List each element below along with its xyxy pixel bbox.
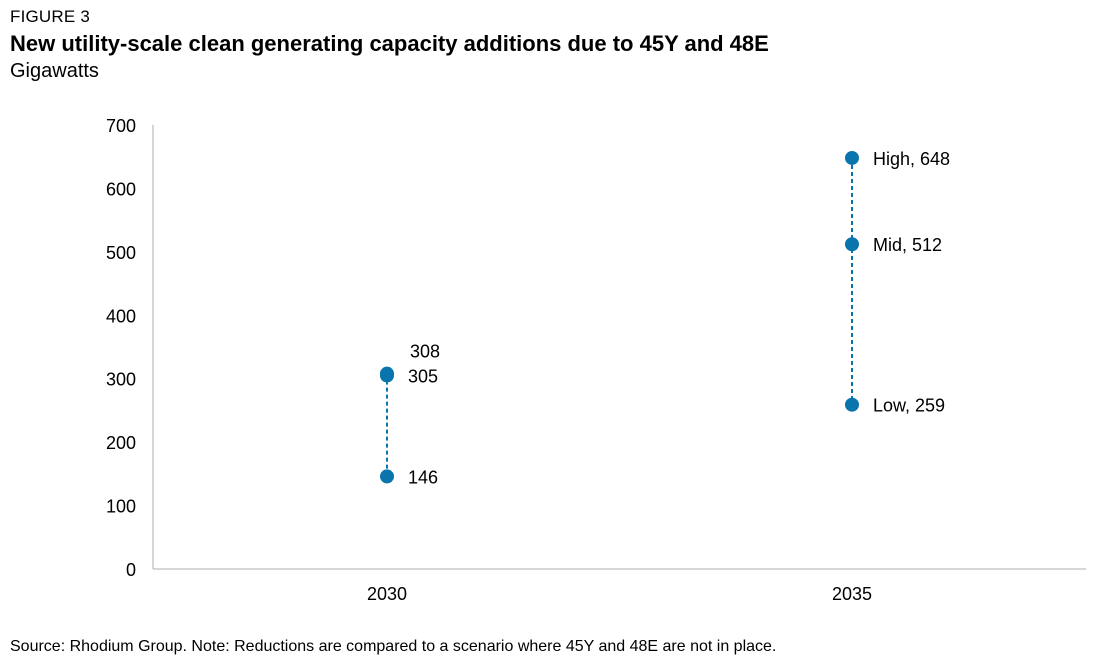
- x-tick-label: 2030: [367, 584, 407, 604]
- data-point-2035-low: [845, 397, 859, 412]
- data-point-2030-mid: [380, 368, 394, 383]
- chart-axes: 0 100 200 300 400 500 600 700 2030 2035: [106, 116, 1086, 604]
- data-label-2030-low: 146: [408, 467, 438, 487]
- y-tick-label: 500: [106, 243, 136, 263]
- y-tick-label: 400: [106, 306, 136, 326]
- chart-canvas: 0 100 200 300 400 500 600 700 2030 2035 308 305 146…: [106, 116, 1086, 604]
- source-note: Source: Rhodium Group. Note: Reductions …: [10, 638, 777, 655]
- y-tick-label: 600: [106, 179, 136, 199]
- y-tick-label: 100: [106, 497, 136, 517]
- data-label-2035-high: High, 648: [873, 149, 950, 169]
- data-label-2030-high: 308: [410, 342, 440, 362]
- data-point-2035-mid: [845, 237, 859, 252]
- data-point-2035-high: [845, 150, 859, 165]
- data-point-2030-low: [380, 469, 394, 484]
- y-tick-label: 700: [106, 116, 136, 136]
- y-tick-label: 300: [106, 370, 136, 390]
- x-tick-label: 2035: [832, 584, 872, 604]
- data-label-2035-mid: Mid, 512: [873, 235, 942, 255]
- figure-label: FIGURE 3: [10, 7, 91, 26]
- chart-subtitle: Gigawatts: [10, 60, 99, 82]
- chart-title: New utility-scale clean generating capac…: [10, 31, 769, 56]
- chart-marks: 308 305 146 High, 648 Mid, 512 Low, 259: [380, 149, 950, 487]
- y-tick-label: 200: [106, 433, 136, 453]
- data-label-2035-low: Low, 259: [873, 396, 945, 416]
- y-tick-label: 0: [126, 560, 136, 580]
- data-label-2030-mid: 305: [408, 367, 438, 387]
